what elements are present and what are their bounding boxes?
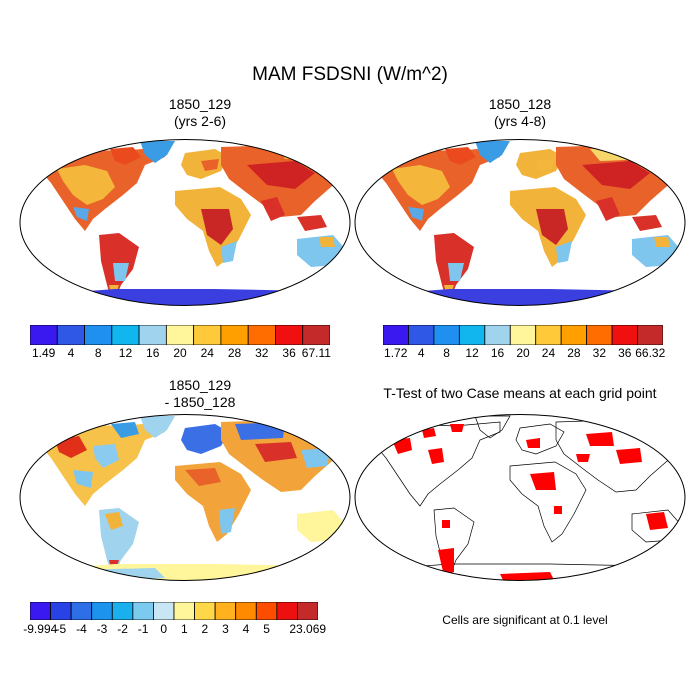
- map-panel-difference: [19, 414, 351, 581]
- colorbar-tick-label: 8: [94, 346, 102, 360]
- colorbar-difference: [30, 602, 318, 620]
- panel-title-line1: 1850_129: [168, 377, 232, 393]
- colorbar-tick-label: -9.994: [23, 622, 58, 636]
- colorbar-swatch: [56, 325, 85, 345]
- colorbar-tick-label: 2: [201, 622, 209, 636]
- colorbar-swatch: [276, 602, 298, 620]
- colorbar-tick-label: 24: [541, 346, 556, 360]
- colorbar-swatch: [193, 325, 222, 345]
- colorbar-swatch: [586, 325, 613, 345]
- colorbar-tick-label: 28: [227, 346, 242, 360]
- colorbar-swatch: [91, 602, 113, 620]
- panel-title-ttest: T-Test of two Case means at each grid po…: [355, 385, 685, 402]
- globe-outline: [354, 139, 686, 306]
- colorbar-tick-label: 66.32: [635, 346, 666, 360]
- panel-title-1850-128: 1850_128 (yrs 4-8): [370, 96, 670, 130]
- map-panel-ttest: [354, 414, 686, 581]
- colorbar-tick-label: -4: [76, 622, 87, 636]
- colorbar-swatch: [458, 325, 486, 345]
- colorbar-swatch: [220, 325, 249, 345]
- colorbar-tick-label: 20: [516, 346, 530, 360]
- colorbar-swatch: [132, 602, 154, 620]
- colorbar-tick-label: 16: [146, 346, 160, 360]
- globe-outline: [19, 414, 351, 581]
- figure-title: MAM FSDSNI (W/m^2): [252, 64, 448, 85]
- colorbar-tick-label: 67.11: [301, 346, 331, 360]
- colorbar-tick-label: -3: [96, 622, 108, 636]
- colorbar-swatch: [84, 325, 113, 345]
- colorbar-swatch: [433, 325, 460, 345]
- colorbar-swatch: [484, 325, 511, 345]
- panel-title-1850-129: 1850_129 (yrs 2-6): [50, 96, 350, 130]
- colorbar-swatch: [255, 602, 278, 620]
- panel-title-line2: (yrs 4-8): [493, 113, 547, 129]
- colorbar-labels-1850-129: 1.49 4 8 12 16 20 24 28 32 36 67.11: [30, 346, 331, 362]
- colorbar-tick-label: 23.069: [289, 622, 327, 636]
- colorbar-labels-1850-128: 1.72 4 8 12 16 20 24 28 32 36 66.32: [383, 346, 666, 362]
- colorbar-tick-label: 1.49: [31, 346, 56, 360]
- colorbar-swatch: [535, 325, 562, 345]
- colorbar-tick-label: 3: [222, 622, 229, 636]
- panel-title-line1: 1850_129: [168, 96, 232, 112]
- colorbar-tick-label: 4: [67, 346, 75, 360]
- map-panel-1850-129: [19, 139, 351, 306]
- colorbar-1850-128: [383, 325, 663, 345]
- colorbar-swatch: [111, 325, 140, 345]
- colorbar-swatch: [194, 602, 216, 620]
- colorbar-swatch: [275, 325, 304, 345]
- colorbar-tick-label: 12: [118, 346, 133, 360]
- colorbar-swatch: [611, 325, 638, 345]
- colorbar-tick-label: 36: [282, 346, 296, 360]
- colorbar-swatch: [297, 602, 318, 620]
- colorbar-swatch: [165, 325, 195, 345]
- colorbar-swatch: [30, 602, 51, 620]
- colorbar-swatch: [302, 325, 330, 345]
- colorbar-tick-label: 8: [443, 346, 450, 360]
- colorbar-swatch: [50, 602, 72, 620]
- colorbar-tick-label: 20: [173, 346, 187, 360]
- colorbar-swatch: [214, 602, 237, 620]
- panel-title-line2: - 1850_128: [164, 394, 236, 410]
- colorbar-tick-label: 0: [160, 622, 168, 636]
- colorbar-swatch: [247, 325, 276, 345]
- colorbar-tick-label: 4: [242, 622, 250, 636]
- colorbar-tick-label: 12: [465, 346, 479, 360]
- colorbar-swatch: [383, 325, 409, 345]
- colorbar-tick-label: 32: [592, 346, 607, 360]
- colorbar-swatch: [153, 602, 175, 620]
- colorbar-swatch: [560, 325, 588, 345]
- colorbar-tick-label: -5: [55, 622, 67, 636]
- colorbar-swatch: [235, 602, 257, 620]
- colorbar-tick-label: 36: [618, 346, 632, 360]
- colorbar-tick-label: 4: [417, 346, 425, 360]
- globe-outline: [19, 139, 351, 306]
- colorbar-tick-label: 1.72: [384, 346, 408, 360]
- panel-title-line1: T-Test of two Case means at each grid po…: [383, 385, 657, 401]
- colorbar-tick-label: 32: [255, 346, 269, 360]
- colorbar-labels-difference: -9.994 -5 -4 -3 -2 -1 0 1 2 3 4 5 23.069: [23, 622, 326, 638]
- colorbar-tick-label: 28: [567, 346, 581, 360]
- land-fill: [25, 141, 347, 306]
- globe-outline: [354, 414, 686, 581]
- colorbar-swatch: [111, 602, 134, 620]
- map-panel-1850-128: [354, 139, 686, 306]
- colorbar-tick-label: 24: [200, 346, 214, 360]
- colorbar-swatch: [173, 602, 195, 620]
- significance-footnote: Cells are significant at 0.1 level: [442, 613, 608, 627]
- colorbar-swatch: [637, 325, 663, 345]
- colorbar-tick-label: 16: [490, 346, 505, 360]
- colorbar-tick-label: 1: [180, 622, 188, 636]
- colorbar-swatch: [408, 325, 435, 345]
- colorbar-swatch: [30, 325, 58, 345]
- panel-title-line1: 1850_128: [488, 96, 552, 112]
- colorbar-tick-label: 5: [263, 622, 270, 636]
- colorbar-1850-129: [30, 325, 330, 345]
- colorbar-tick-label: -2: [117, 622, 128, 636]
- panel-title-difference: 1850_129 - 1850_128: [50, 377, 350, 411]
- colorbar-tick-label: -1: [137, 622, 149, 636]
- colorbar-swatch: [509, 325, 537, 345]
- colorbar-swatch: [70, 602, 93, 620]
- panel-title-line2: (yrs 2-6): [173, 113, 227, 129]
- colorbar-swatch: [138, 325, 167, 345]
